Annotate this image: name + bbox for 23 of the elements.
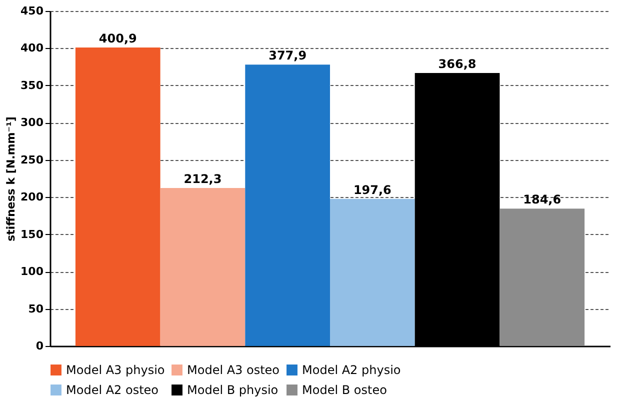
y-tick-label: 0 <box>36 340 44 352</box>
legend-label: Model A2 osteo <box>66 383 159 397</box>
legend-label: Model B osteo <box>302 383 387 397</box>
y-tick-label: 400 <box>20 42 44 55</box>
data-label: 212,3 <box>184 172 222 186</box>
y-tick-label: 250 <box>20 153 44 166</box>
y-tick-label: 200 <box>20 190 44 204</box>
data-label: 377,9 <box>268 48 307 63</box>
y-tick-label: 150 <box>20 228 44 241</box>
legend-label: Model A3 osteo <box>187 363 280 377</box>
legend-label: Model B physio <box>187 383 278 397</box>
y-tick-label: 350 <box>20 78 44 92</box>
y-tick-label: 450 <box>20 4 44 18</box>
data-label: 400,9 <box>98 32 137 46</box>
y-tick-label: 50 <box>28 302 44 316</box>
legend-label: Model A2 physio <box>302 363 401 377</box>
legend-label: Model A3 physio <box>66 363 165 377</box>
data-label: 366,8 <box>438 56 476 71</box>
data-label: 184,6 <box>523 192 562 207</box>
y-axis-title: stiffness k [N.mm⁻¹] <box>4 116 18 242</box>
y-tick-label: 100 <box>20 265 44 278</box>
y-tick-label: 300 <box>20 116 44 130</box>
data-label: 197,6 <box>353 182 392 197</box>
